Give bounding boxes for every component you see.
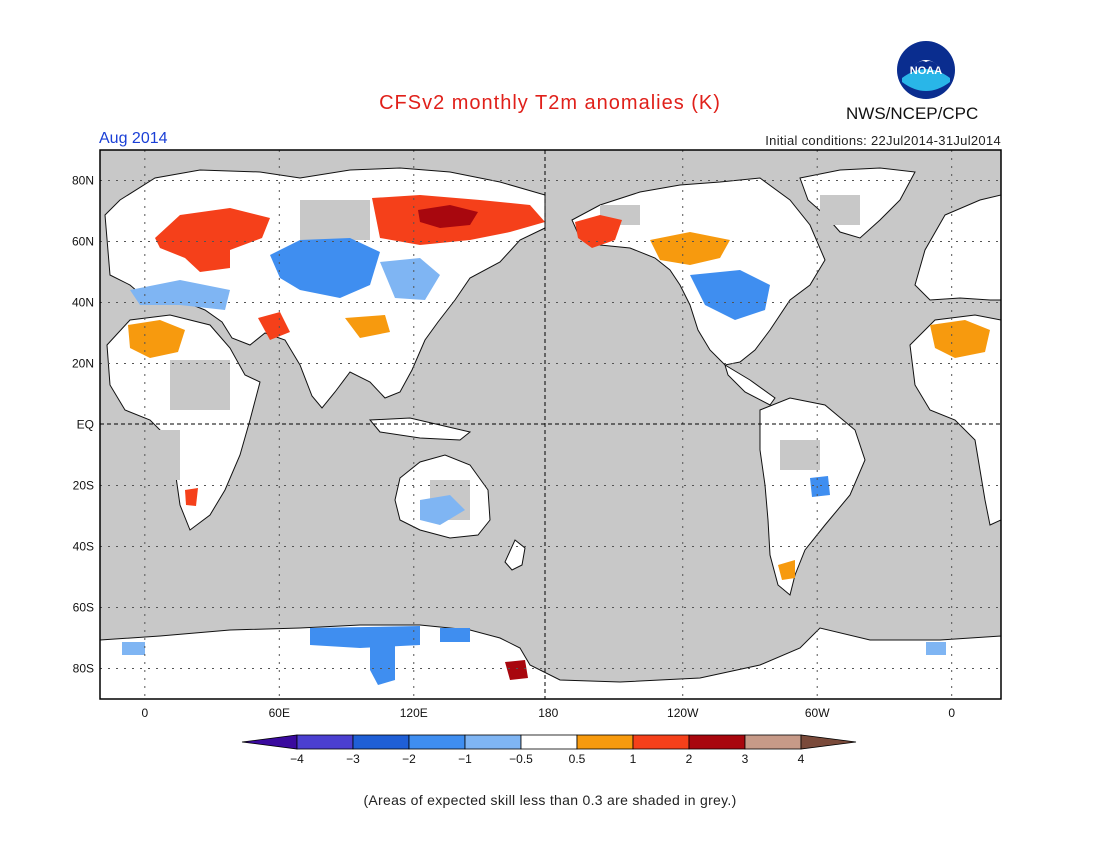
colorbar-label: −4 — [290, 752, 304, 766]
land-africa-right — [909, 314, 1001, 526]
cool-antarctic-3 — [440, 628, 470, 642]
lat-label: 80N — [72, 174, 94, 188]
cool-central-asia — [270, 238, 380, 298]
colorbar-max-arrow — [800, 734, 857, 750]
forecast-month: Aug 2014 — [99, 130, 168, 147]
grid-lines — [100, 150, 1001, 699]
chart-title: CFSv2 monthly T2m anomalies (K) — [379, 92, 721, 114]
colorbar-label: 4 — [798, 752, 805, 766]
warm-china — [345, 315, 390, 338]
colorbar-min-arrow — [241, 734, 298, 750]
warm-canada — [650, 232, 730, 265]
skill-note: (Areas of expected skill less than 0.3 a… — [363, 792, 737, 808]
lat-label: 40S — [73, 540, 94, 554]
colorbar-segment — [576, 734, 634, 750]
colorbar-segment — [408, 734, 466, 750]
colorbar-label: −2 — [402, 752, 416, 766]
lat-label: 80S — [73, 662, 94, 676]
cool-antarctic-right — [926, 642, 946, 655]
cool-australia — [420, 495, 465, 525]
organization-label: NWS/NCEP/CPC — [846, 104, 979, 123]
warm-sahara-right — [930, 320, 990, 358]
colorbar-label: −0.5 — [509, 752, 533, 766]
colorbar-segment — [632, 734, 690, 750]
warm-alaska — [575, 215, 622, 248]
colorbar-label: 3 — [742, 752, 749, 766]
lon-label: 120W — [667, 706, 699, 720]
noaa-logo-text: NOAA — [910, 65, 942, 77]
warm-argentina — [778, 560, 795, 580]
lat-label: 60N — [72, 235, 94, 249]
lat-label: 20N — [72, 357, 94, 371]
colorbar-label: 2 — [686, 752, 693, 766]
colorbar-segment — [688, 734, 746, 750]
lon-label: 60E — [269, 706, 290, 720]
hot-siberia — [418, 205, 478, 228]
land-europe-right — [914, 194, 1001, 301]
warm-namibia — [185, 488, 198, 506]
colorbar-segment — [352, 734, 410, 750]
colorbar-segment — [520, 734, 578, 750]
colorbar-label: −1 — [458, 752, 472, 766]
lon-label: 0 — [948, 706, 955, 720]
colorbar-segment — [296, 734, 354, 750]
cool-central-us — [690, 270, 770, 320]
cool-brazil — [810, 476, 830, 497]
lon-label: 60W — [805, 706, 830, 720]
lat-label: EQ — [77, 418, 94, 432]
cool-antarctic-left — [122, 642, 145, 655]
lon-label: 180 — [538, 706, 558, 720]
lat-label: 60S — [73, 601, 94, 615]
land-central-america — [724, 363, 776, 406]
lat-label: 20S — [73, 479, 94, 493]
noaa-logo: NOAA — [896, 40, 956, 100]
warm-scandinavia — [155, 208, 270, 272]
cool-antarctic-1 — [310, 626, 420, 648]
colorbar-label: 0.5 — [569, 752, 586, 766]
latitude-labels: 80N 60N 40N 20N EQ 20S 40S 60S 80S — [72, 174, 94, 676]
lon-label: 0 — [141, 706, 148, 720]
colorbar: −4 −3 −2 −1 −0.5 0.5 1 2 3 4 — [241, 734, 857, 766]
map-frame — [99, 149, 1002, 700]
warm-victoria-land — [505, 660, 528, 680]
land-new-zealand — [504, 539, 526, 571]
lat-label: 40N — [72, 296, 94, 310]
cool-east-asia — [380, 258, 440, 300]
anomaly-patches — [122, 195, 990, 685]
lon-label: 120E — [400, 706, 428, 720]
colorbar-label: −3 — [346, 752, 360, 766]
colorbar-segment — [464, 734, 522, 750]
colorbar-segment — [744, 734, 802, 750]
colorbar-label: 1 — [630, 752, 637, 766]
warm-sahara — [128, 320, 185, 358]
warm-middle-east — [258, 312, 290, 340]
low-skill-shading — [140, 195, 860, 520]
longitude-labels: 0 60E 120E 180 120W 60W 0 — [141, 706, 955, 720]
cool-antarctic-2 — [370, 645, 395, 685]
initial-conditions: Initial conditions: 22Jul2014-31Jul2014 — [765, 133, 1001, 148]
